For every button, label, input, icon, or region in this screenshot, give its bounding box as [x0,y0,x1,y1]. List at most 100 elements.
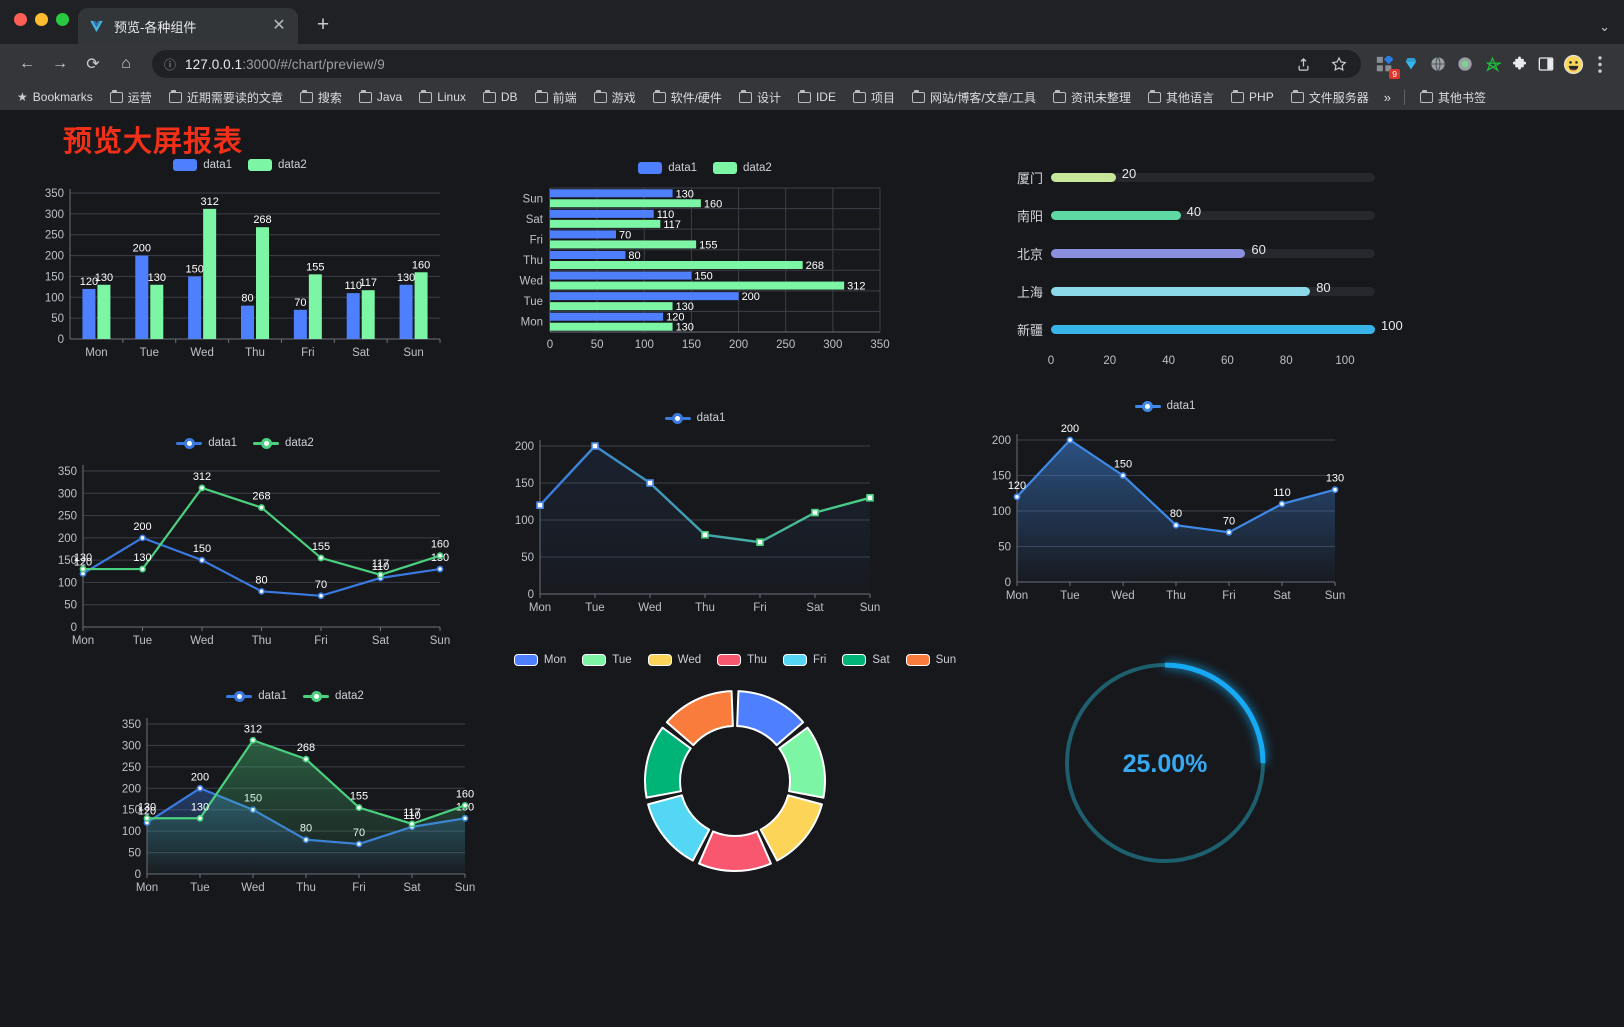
folder-icon [299,89,313,103]
bookmark-item[interactable]: 项目 [846,87,902,108]
pie-slice[interactable] [665,690,734,747]
data-point [198,556,206,564]
circle-extension-icon[interactable] [1453,52,1477,76]
bookmark-item[interactable]: 软件/硬件 [646,87,729,108]
legend-item[interactable]: Sun [905,654,956,666]
reload-button[interactable]: ⟳ [86,56,100,73]
forward-button[interactable]: → [52,55,68,72]
bookmark-item[interactable]: 其他语言 [1141,87,1221,108]
bookmark-item[interactable]: Linux [412,88,473,106]
bookmark-item[interactable]: 文件服务器 [1284,87,1376,108]
legend-item[interactable]: data2 [713,162,772,174]
svg-text:268: 268 [806,260,824,272]
svg-text:Tue: Tue [140,347,159,359]
svg-text:50: 50 [128,848,141,860]
bookmark-star-icon[interactable] [1327,52,1351,76]
new-tab-button[interactable]: + [316,13,330,36]
pie-slice[interactable] [778,726,826,799]
legend-item[interactable]: Sat [842,654,890,666]
back-button[interactable]: ← [19,55,35,72]
svg-text:130: 130 [676,301,694,313]
legend-line-marker [1134,400,1161,412]
legend-label: Thu [747,654,767,666]
legend-item[interactable]: data1 [664,412,725,424]
tab-list-chevron-icon[interactable]: ⌄ [1599,19,1610,34]
side-panel-icon[interactable] [1534,52,1558,76]
close-window-button[interactable] [14,13,27,26]
svg-text:150: 150 [185,263,203,275]
bookmark-item[interactable]: 设计 [732,87,788,108]
window-controls[interactable] [14,13,69,26]
bookmark-item[interactable]: Java [352,88,409,106]
progress-row: 新疆 100 [995,310,1403,348]
bookmark-label: 搜索 [317,90,342,105]
legend-item[interactable]: data1 [638,162,697,174]
svg-text:100: 100 [635,339,654,351]
bookmark-item[interactable]: IDE [791,88,843,106]
bookmark-item[interactable]: 运营 [103,87,159,108]
bookmark-item[interactable]: 网站/博客/文章/工具 [905,87,1043,108]
legend-item[interactable]: data1 [176,437,237,449]
legend-item[interactable]: Mon [513,654,566,666]
close-tab-button[interactable]: ✕ [272,17,286,34]
puzzle-extension-icon[interactable] [1507,52,1531,76]
bookmark-item[interactable]: 前端 [528,87,584,108]
svg-text:Tue: Tue [133,635,152,647]
bookmark-item[interactable]: 游戏 [587,87,643,108]
diamond-extension-icon[interactable] [1399,52,1423,76]
svg-text:Tue: Tue [1060,590,1079,602]
folder-icon [1290,89,1304,103]
legend-item[interactable]: data2 [248,159,307,171]
bookmark-label: DB [500,90,518,104]
browser-tab[interactable]: 预览-各种组件 ✕ [78,8,298,44]
legend-item[interactable]: Tue [582,654,632,666]
pie-slice[interactable] [644,726,692,799]
legend-item[interactable]: Wed [647,654,701,666]
maximize-window-button[interactable] [56,13,69,26]
legend-item[interactable]: Thu [717,654,767,666]
bar [550,302,673,311]
pie-slice[interactable] [698,830,772,872]
bookmark-item[interactable]: 资讯未整理 [1046,87,1138,108]
legend-swatch [248,159,272,171]
legend-item[interactable]: data1 [1134,400,1196,412]
data-point [461,802,469,809]
legend-item[interactable]: data1 [173,159,232,171]
svg-text:130: 130 [397,272,415,284]
data-point [198,484,206,492]
star-outline-extension-icon[interactable] [1480,52,1504,76]
bookmark-item[interactable]: 搜索 [293,87,349,108]
legend-item[interactable]: data2 [303,690,364,702]
share-icon[interactable] [1291,52,1315,76]
legend-label: data2 [743,162,772,174]
globe-extension-icon[interactable] [1426,52,1450,76]
minimize-window-button[interactable] [35,13,48,26]
bookmark-item[interactable]: PHP [1224,88,1281,106]
other-bookmarks-folder[interactable]: 其他书签 [1413,87,1493,108]
legend-item[interactable]: data1 [226,690,287,702]
bookmark-item[interactable]: 近期需要读的文章 [162,87,290,108]
data-point [1119,472,1127,479]
bookmark-item[interactable]: DB [476,88,525,106]
pie-slice[interactable] [759,794,823,862]
extensions-grid-icon[interactable]: 9 [1372,52,1400,79]
legend-item[interactable]: Fri [782,654,826,666]
bookmarks-root[interactable]: ★ Bookmarks [10,88,100,106]
svg-text:312: 312 [200,196,218,208]
site-info-icon[interactable]: ⓘ [164,57,177,72]
legend-label: data1 [1166,400,1196,412]
pie-slice[interactable] [647,794,711,862]
address-bar[interactable]: ⓘ 127.0.0.1:3000/#/chart/preview/9 [152,50,1361,78]
data-point [196,814,204,822]
pie-slice[interactable] [736,690,805,747]
vertical-bar-plot: 050100150200250300350120130Mon200130Tue1… [45,188,441,359]
chrome-menu-icon[interactable] [1588,52,1612,76]
legend-item[interactable]: data2 [253,437,314,449]
extension-badge-count: 9 [1389,69,1400,79]
home-button[interactable]: ⌂ [121,55,131,72]
bar [135,255,149,339]
bookmarks-overflow-button[interactable]: » [1383,89,1391,105]
svg-text:70: 70 [619,229,631,241]
avatar[interactable] [1561,52,1585,76]
progress-fill [1051,248,1246,258]
